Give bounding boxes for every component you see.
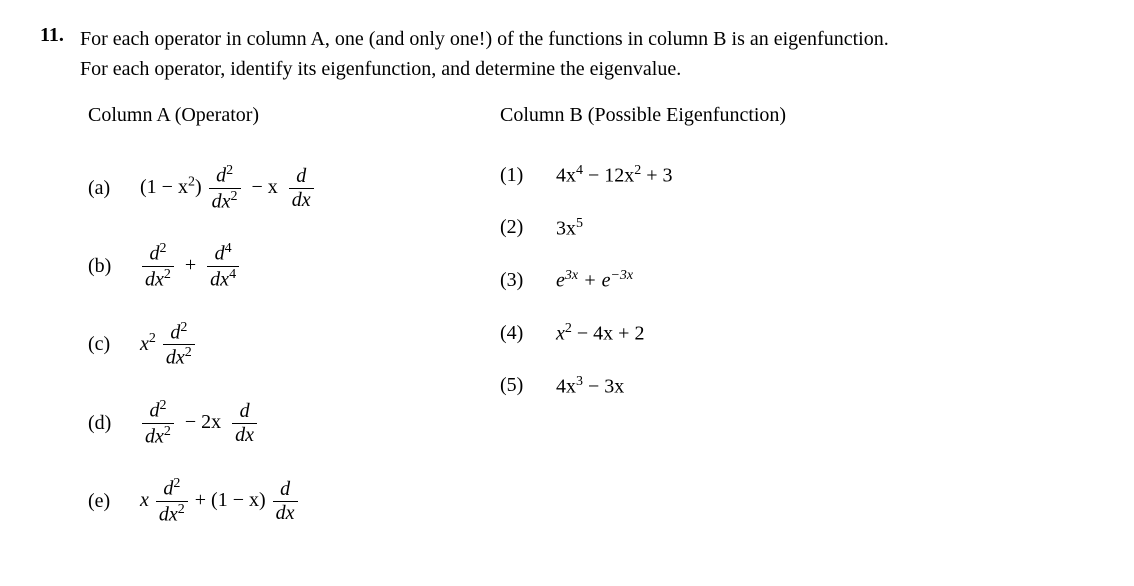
problem-text: For each operator in column A, one (and … — [80, 24, 889, 84]
row-5: (5) 4x3 − 3x — [500, 374, 786, 399]
label-b-op: (b) — [88, 255, 124, 278]
label-c: (c) — [88, 333, 124, 356]
expr-c: x2 d2 dx2 — [140, 320, 380, 370]
expr-5: 4x3 − 3x — [556, 374, 756, 399]
expr-2: 3x5 — [556, 216, 756, 241]
expr-3: e3x + e−3x — [556, 268, 756, 293]
row-3: (3) e3x + e−3x — [500, 268, 786, 293]
label-e: (e) — [88, 490, 124, 513]
label-d: (d) — [88, 412, 124, 435]
row-d: (d) d2 dx2 − 2x d dx — [88, 398, 380, 448]
label-a: (a) — [88, 177, 124, 200]
problem-text-line2: For each operator, identify its eigenfun… — [80, 58, 681, 80]
row-4: (4) x2 − 4x + 2 — [500, 321, 786, 346]
column-b-header: Column B (Possible Eigenfunction) — [500, 104, 786, 127]
label-5: (5) — [500, 374, 540, 397]
expr-a: (1 − x2) d2 dx2 − x d dx — [140, 163, 380, 213]
row-b: (b) d2 dx2 + d4 dx4 — [88, 241, 380, 291]
row-c: (c) x2 d2 dx2 — [88, 320, 380, 370]
column-a: Column A (Operator) (a) (1 − x2) d2 dx2 … — [88, 104, 380, 527]
label-1: (1) — [500, 164, 540, 187]
row-a: (a) (1 − x2) d2 dx2 − x d dx — [88, 163, 380, 213]
row-1: (1) 4x4 − 12x2 + 3 — [500, 163, 786, 188]
expr-b: d2 dx2 + d4 dx4 — [140, 241, 380, 291]
expr-e: x d2 dx2 + (1 − x) d dx — [140, 476, 380, 526]
expr-1: 4x4 − 12x2 + 3 — [556, 163, 756, 188]
label-3: (3) — [500, 269, 540, 292]
expr-4: x2 − 4x + 2 — [556, 321, 756, 346]
label-4: (4) — [500, 322, 540, 345]
problem-heading: 11. For each operator in column A, one (… — [40, 24, 1094, 84]
column-b: Column B (Possible Eigenfunction) (1) 4x… — [500, 104, 786, 527]
expr-d: d2 dx2 − 2x d dx — [140, 398, 380, 448]
column-a-header: Column A (Operator) — [88, 104, 380, 127]
label-2: (2) — [500, 216, 540, 239]
row-2: (2) 3x5 — [500, 216, 786, 241]
row-e: (e) x d2 dx2 + (1 − x) d dx — [88, 476, 380, 526]
columns-container: Column A (Operator) (a) (1 − x2) d2 dx2 … — [88, 104, 1094, 527]
problem-number: 11. — [40, 24, 72, 47]
problem-text-line1: For each operator in column A, one (and … — [80, 28, 889, 50]
